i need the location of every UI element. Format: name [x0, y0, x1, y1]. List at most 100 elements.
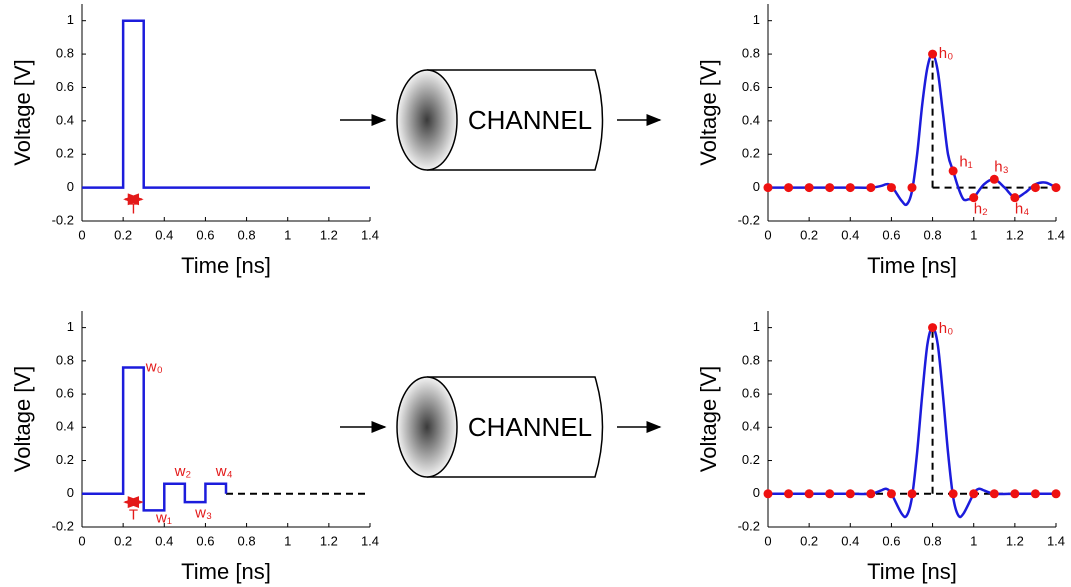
sample-point	[949, 489, 958, 498]
y-tick-label: 1	[67, 319, 74, 334]
x-tick-label: 0.2	[800, 227, 818, 242]
y-tick-label: -0.2	[738, 212, 760, 227]
x-tick-label: 0	[78, 227, 85, 242]
x-tick-label: 1.2	[1006, 227, 1024, 242]
cylinder-end	[397, 377, 457, 477]
y-tick-label: 0	[753, 179, 760, 194]
sample-point	[866, 183, 875, 192]
x-tick-label: 0.2	[114, 533, 132, 548]
sample-point	[887, 489, 896, 498]
x-tick-label: 1	[284, 227, 291, 242]
x-tick-label: 0	[764, 227, 771, 242]
y-tick-label: 0.8	[742, 46, 760, 61]
y-tick-label: 0.8	[56, 352, 74, 367]
x-tick-label: 0.8	[238, 533, 256, 548]
sample-point	[928, 50, 937, 59]
sample-point	[1052, 489, 1061, 498]
x-tick-label: 1	[970, 227, 977, 242]
annotation: h₁	[959, 154, 972, 171]
x-tick-label: 1.2	[1006, 533, 1024, 548]
x-tick-label: 0.4	[841, 227, 859, 242]
figure: CHANNEL CHANNEL -0.2 0 0.2 0.4 0.6 0.8 1 0 0.2 0.…	[0, 0, 1071, 587]
x-tick-label: 1.4	[1047, 227, 1065, 242]
y-tick-label: 0.8	[56, 46, 74, 61]
x-tick-label: 0.2	[800, 533, 818, 548]
chart: -0.200.20.40.60.8100.20.40.60.811.21.4Ti…	[10, 311, 379, 584]
sample-point	[825, 183, 834, 192]
x-tick-label: 0.4	[155, 533, 173, 548]
y-tick-label: 0.8	[742, 352, 760, 367]
sample-point	[908, 183, 917, 192]
y-axis-label: Voltage [V]	[10, 59, 35, 165]
signal-line	[768, 328, 1056, 517]
annotation: h₃	[994, 159, 1008, 176]
x-tick-label: 1	[970, 533, 977, 548]
x-tick-label: 0.4	[155, 227, 173, 242]
sample-point	[990, 489, 999, 498]
sample-point	[784, 183, 793, 192]
x-tick-label: 0.4	[841, 533, 859, 548]
annotation: h₀	[939, 320, 954, 337]
y-tick-label: 0.2	[742, 146, 760, 161]
x-axis-label: Time [ns]	[867, 559, 957, 584]
annotation: w₄	[215, 463, 233, 480]
y-tick-label: 0.2	[742, 452, 760, 467]
annotation: w₂	[174, 463, 192, 480]
sample-point	[887, 183, 896, 192]
x-tick-label: 0	[78, 533, 85, 548]
channel-diagram: CHANNEL	[340, 70, 660, 170]
y-axis-label: Voltage [V]	[696, 366, 721, 472]
x-tick-label: 0.8	[238, 227, 256, 242]
y-tick-label: 0.4	[56, 419, 74, 434]
annotation: w₃	[194, 505, 212, 522]
x-tick-label: 1.2	[320, 227, 338, 242]
x-tick-label: 0.8	[924, 227, 942, 242]
annotation: h₂	[974, 200, 988, 217]
sample-point	[846, 489, 855, 498]
sample-point	[969, 489, 978, 498]
x-tick-label: 0.6	[196, 533, 214, 548]
signal-line	[82, 21, 370, 188]
y-tick-label: -0.2	[738, 518, 760, 533]
x-tick-label: 0	[764, 533, 771, 548]
y-axis-label: Voltage [V]	[10, 366, 35, 472]
x-axis-label: Time [ns]	[181, 253, 271, 278]
y-tick-label: 1	[67, 12, 74, 27]
y-tick-label: 0.6	[742, 79, 760, 94]
sample-point	[825, 489, 834, 498]
y-tick-label: -0.2	[52, 212, 74, 227]
sample-point	[784, 489, 793, 498]
cylinder-end	[397, 70, 457, 170]
y-tick-label: 1	[753, 12, 760, 27]
annotation: T	[129, 200, 138, 217]
sample-point	[1052, 183, 1061, 192]
sample-point	[846, 183, 855, 192]
x-tick-label: 1.4	[1047, 533, 1065, 548]
y-tick-label: 0.2	[56, 452, 74, 467]
y-tick-label: 0.6	[742, 386, 760, 401]
channel-label: CHANNEL	[468, 412, 592, 442]
y-tick-label: 1	[753, 319, 760, 334]
sample-point	[1010, 489, 1019, 498]
annotation: w₁	[155, 510, 172, 527]
y-axis-label: Voltage [V]	[696, 59, 721, 165]
x-tick-label: 0.6	[882, 227, 900, 242]
x-tick-label: 0.8	[924, 533, 942, 548]
x-tick-label: 1.4	[361, 533, 379, 548]
y-tick-label: 0.6	[56, 386, 74, 401]
x-tick-label: 1.4	[361, 227, 379, 242]
y-tick-label: 0	[67, 179, 74, 194]
signal-line	[82, 367, 226, 510]
channel-label: CHANNEL	[468, 105, 592, 135]
sample-point	[1031, 489, 1040, 498]
y-tick-label: 0.4	[742, 419, 760, 434]
x-axis-label: Time [ns]	[181, 559, 271, 584]
sample-point	[764, 183, 773, 192]
signal-line	[768, 54, 1056, 205]
sample-point	[805, 489, 814, 498]
x-tick-label: 1	[284, 533, 291, 548]
annotation: h₄	[1015, 200, 1029, 217]
